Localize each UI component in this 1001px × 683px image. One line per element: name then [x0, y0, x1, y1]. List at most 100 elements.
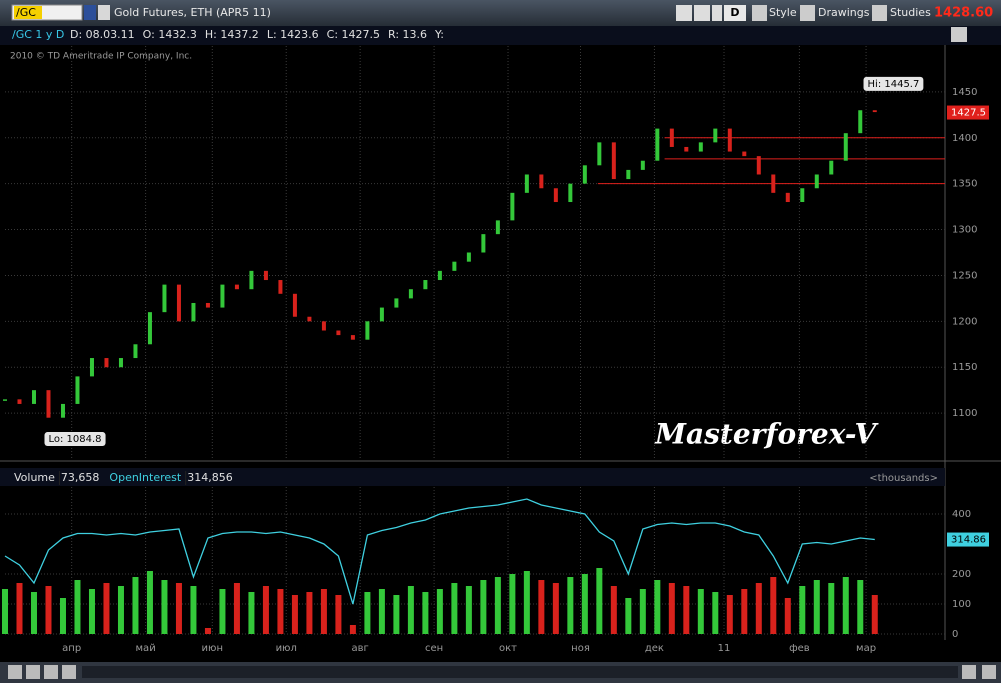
price-bar: [858, 110, 863, 134]
volume-bar: [465, 586, 472, 634]
tool-button[interactable]: [712, 5, 722, 21]
legend-name: Volume: [14, 471, 55, 484]
volume-bar: [190, 586, 197, 634]
legend-value: 73,658: [61, 471, 100, 484]
price-bar: [829, 160, 834, 175]
icon: [800, 5, 815, 21]
y-tick-label: 1350: [952, 179, 977, 190]
price-bar: [220, 284, 225, 308]
volume-bar: [335, 595, 342, 634]
volume-bar: [581, 574, 588, 634]
price-bar: [640, 160, 645, 170]
volume-bar: [480, 580, 487, 634]
x-tick-label: июн: [202, 643, 223, 654]
volume-bar: [30, 592, 37, 634]
price-bar: [118, 358, 123, 368]
price-bar: [814, 174, 819, 189]
volume-bar: [509, 574, 516, 634]
annotation-box: [863, 76, 924, 91]
annotation-label: Hi: 1445.7: [868, 79, 920, 90]
info-field: L: 1423.6: [267, 28, 319, 41]
volume-bar: [842, 577, 849, 634]
x-tick-label: ноя: [571, 643, 590, 654]
info-field: Y:: [434, 28, 444, 41]
volume-bar: [204, 628, 211, 634]
oi-last-label: 314.86: [951, 535, 986, 546]
y-tick-label: 1100: [952, 408, 977, 419]
info-field: C: 1427.5: [327, 28, 380, 41]
tool-button[interactable]: [676, 5, 692, 21]
price-bar: [365, 321, 370, 340]
nav-button[interactable]: [8, 665, 22, 679]
volume-bar: [654, 580, 661, 634]
last-price: 1428.60: [934, 6, 993, 21]
price-bar: [553, 188, 558, 203]
icon: [752, 5, 767, 21]
nav-button[interactable]: [62, 665, 76, 679]
scroll-right[interactable]: [962, 665, 976, 679]
volume-bar: [857, 580, 864, 634]
scroll-track[interactable]: [82, 666, 958, 678]
price-bar: [742, 151, 747, 157]
y-tick-label: 100: [952, 599, 971, 610]
volume-bar: [726, 595, 733, 634]
style-button[interactable]: Style: [769, 6, 797, 19]
info-bar: [0, 26, 1001, 45]
link-button[interactable]: [98, 5, 110, 20]
volume-bar: [277, 589, 284, 634]
symbol-dropdown[interactable]: [84, 5, 96, 20]
tool-button[interactable]: [694, 5, 710, 21]
volume-bar: [320, 589, 327, 634]
x-tick-label: авг: [352, 643, 369, 654]
zoom-button[interactable]: [982, 665, 996, 679]
price-bar: [147, 312, 152, 345]
price-bar: [292, 293, 297, 317]
period-button[interactable]: [724, 5, 746, 21]
volume-bar: [74, 580, 81, 634]
volume-bar: [770, 577, 777, 634]
price-bar: [336, 330, 341, 336]
x-tick-label: фев: [789, 643, 810, 654]
y-tick-label: 400: [952, 509, 971, 520]
toolbar: [0, 0, 1001, 26]
volume-bar: [538, 580, 545, 634]
chart-menu[interactable]: [951, 27, 967, 42]
last-price-label: 1427.5: [951, 108, 986, 119]
x-tick-label: май: [136, 643, 156, 654]
price-bar: [423, 280, 428, 290]
volume-bar: [610, 586, 617, 634]
drawings-button[interactable]: Drawings: [818, 6, 870, 19]
price-bar: [684, 146, 689, 152]
price-bar: [669, 128, 674, 147]
price-bar: [597, 142, 602, 166]
price-bar: [481, 234, 486, 253]
volume-bar: [248, 592, 255, 634]
nav-button[interactable]: [26, 665, 40, 679]
volume-bar: [2, 589, 8, 634]
studies-button[interactable]: Studies: [890, 6, 931, 19]
y-tick-label: 1400: [952, 133, 977, 144]
volume-bar: [219, 589, 226, 634]
volume-bar: [45, 586, 52, 634]
nav-button[interactable]: [44, 665, 58, 679]
unit-label: <thousands>: [869, 473, 938, 484]
price-bar: [46, 390, 51, 418]
price-bar: [60, 403, 65, 418]
volume-bar: [712, 592, 719, 634]
volume-bar: [784, 598, 791, 634]
price-bar: [655, 128, 660, 161]
oi-last-box: [947, 532, 989, 547]
y-tick-label: 200: [952, 569, 971, 580]
volume-bar: [349, 625, 356, 634]
price-bar: [524, 174, 529, 193]
y-tick-label: 1300: [952, 225, 977, 236]
price-bar: [626, 169, 631, 180]
volume-bar: [16, 583, 23, 634]
volume-bar: [117, 586, 124, 634]
x-tick-label: сен: [425, 643, 443, 654]
volume-bar: [828, 583, 835, 634]
price-bar: [249, 270, 254, 290]
volume-bar: [552, 583, 559, 634]
price-bar: [379, 307, 384, 322]
price-bar: [756, 156, 761, 175]
